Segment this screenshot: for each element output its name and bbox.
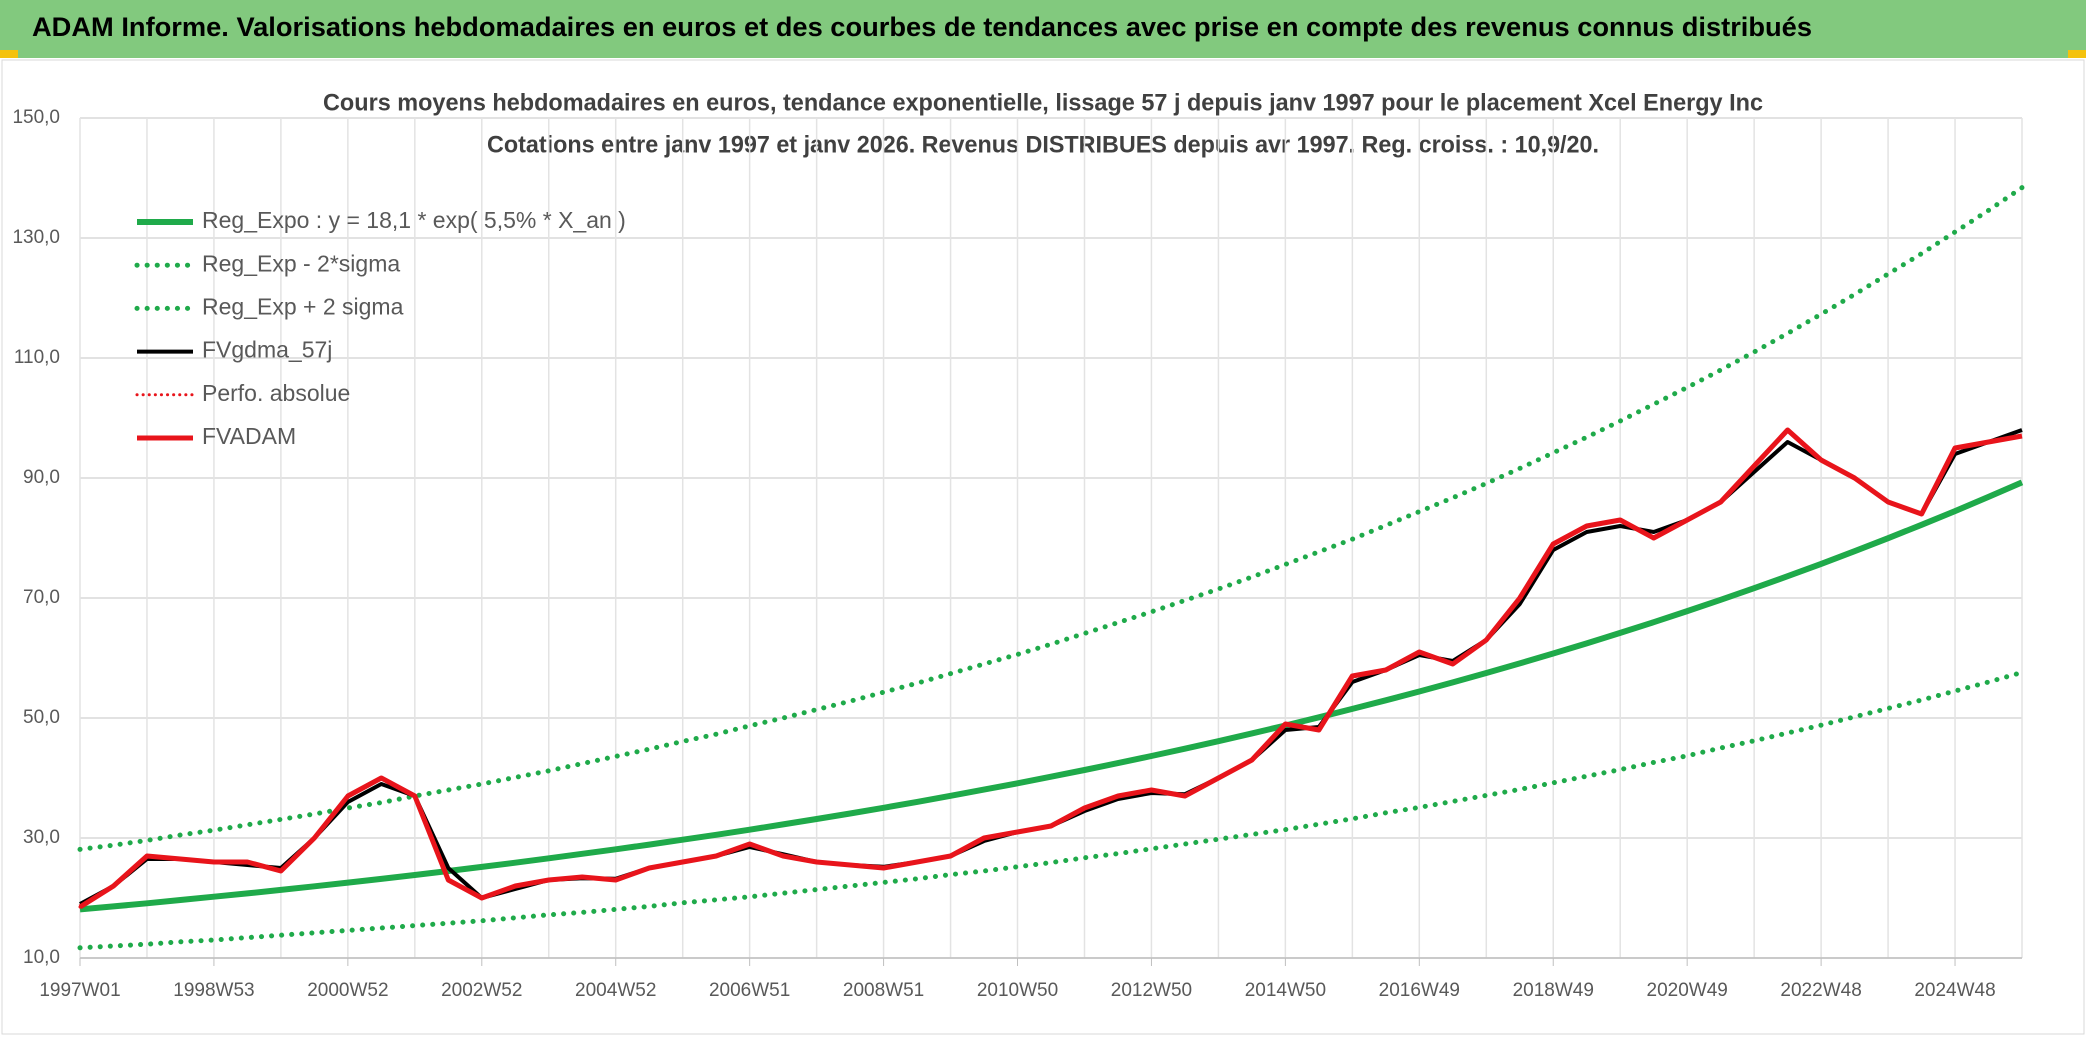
legend-label: FVADAM (202, 423, 296, 449)
series-line (78, 427, 2023, 910)
corner (2068, 50, 2086, 58)
y-tick-label: 110,0 (14, 347, 60, 368)
legend-label: Reg_Exp + 2 sigma (202, 293, 404, 319)
x-tick-label: 2006W51 (709, 980, 790, 1001)
y-tick-label: 150,0 (12, 107, 60, 128)
series-line (79, 428, 2023, 906)
x-tick-label: 1998W53 (173, 980, 254, 1001)
series-line (77, 185, 2025, 852)
y-tick-label: 90,0 (23, 467, 60, 488)
series-line (77, 669, 2025, 951)
x-tick-label: 2016W49 (1379, 980, 1460, 1001)
x-tick-label: 2020W49 (1647, 980, 1728, 1001)
x-tick-label: 2000W52 (307, 980, 388, 1001)
x-tick-label: 2008W51 (843, 980, 924, 1001)
legend-label: Perfo. absolue (202, 380, 350, 406)
x-tick-label: 2010W50 (977, 980, 1058, 1001)
y-tick-label: 50,0 (23, 707, 60, 728)
x-tick-label: 2004W52 (575, 980, 656, 1001)
x-tick-label: 2014W50 (1245, 980, 1326, 1001)
frame (1, 59, 2085, 1035)
legend-label: Reg_Exp - 2*sigma (202, 250, 400, 276)
legend-label: Reg_Expo : y = 18,1 * exp( 5,5% * X_an ) (202, 207, 626, 233)
x-tick-label: 2024W48 (1914, 980, 1995, 1001)
corner (0, 50, 18, 58)
y-tick-label: 10,0 (23, 947, 60, 968)
chart-title: Cours moyens hebdomadaires en euros, ten… (323, 89, 1763, 116)
x-tick-label: 2012W50 (1111, 980, 1192, 1001)
series-line (78, 427, 2024, 909)
legend-label: FVgdma_57j (202, 337, 332, 363)
y-tick-label: 130,0 (12, 227, 60, 248)
chart-subtitle: Cotations entre janv 1997 et janv 2026. … (487, 131, 1599, 158)
y-tick-label: 30,0 (23, 827, 60, 848)
series-line (79, 479, 2024, 913)
header-title: ADAM Informe. Valorisations hebdomadaire… (32, 12, 1812, 42)
header-bar (0, 0, 2086, 58)
x-tick-label: 2022W48 (1780, 980, 1861, 1001)
x-tick-label: 2018W49 (1513, 980, 1594, 1001)
x-tick-label: 1997W01 (39, 980, 120, 1001)
y-tick-label: 70,0 (23, 587, 60, 608)
x-tick-label: 2002W52 (441, 980, 522, 1001)
